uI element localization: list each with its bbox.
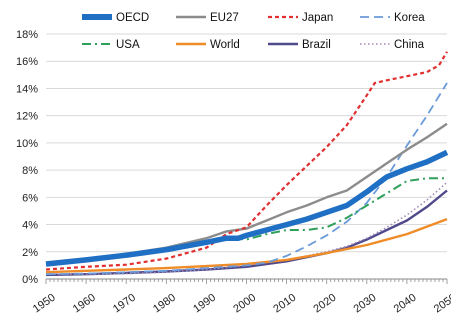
series-line-usa (45, 177, 447, 265)
x-tick-label: 2010 (271, 292, 298, 316)
x-tick-label: 1960 (71, 292, 98, 316)
y-tick-label: 12% (16, 111, 38, 123)
series-line-world (45, 217, 448, 274)
x-tick-label: 1950 (31, 292, 58, 316)
series-line-eu27 (45, 122, 448, 265)
legend-label-china: China (394, 39, 425, 51)
legend-label-korea: Korea (394, 12, 425, 24)
y-tick-label: 14% (16, 83, 38, 95)
x-tick-label: 2020 (312, 292, 339, 316)
series-line-korea (45, 82, 448, 276)
series-line-oecd (45, 149, 449, 267)
x-tick-label: 1990 (191, 292, 218, 316)
y-tick-label: 16% (16, 56, 38, 68)
y-axis-tick-labels: 0% 2% 4% 6% 8% 10% 12% 14% 16% 18% (16, 29, 38, 286)
y-tick-label: 6% (22, 192, 38, 204)
data-series (45, 51, 449, 277)
x-tick-label: 2030 (352, 292, 379, 316)
grid-lines (46, 33, 447, 253)
y-tick-label: 10% (16, 138, 38, 150)
y-tick-label: 4% (22, 220, 38, 232)
x-tick-label: 1980 (151, 292, 178, 316)
y-tick-label: 0% (22, 274, 38, 286)
x-tick-label: 2050 (432, 292, 451, 316)
legend: OECD EU27 Japan Korea USA World Brazil China (82, 12, 425, 51)
y-tick-label: 18% (16, 29, 38, 41)
x-axis-tick-labels: 1950 1960 1970 1980 1990 2000 2010 2020 2030 2040… (31, 292, 451, 316)
legend-label-oecd: OECD (116, 12, 149, 24)
y-tick-label: 8% (22, 165, 38, 177)
legend-label-japan: Japan (302, 12, 333, 24)
y-tick-label: 2% (22, 247, 38, 259)
x-tick-label: 1970 (111, 292, 138, 316)
series-line-japan (45, 51, 448, 271)
legend-label-world: World (210, 39, 240, 51)
legend-label-brazil: Brazil (302, 39, 331, 51)
x-tick-label: 2000 (231, 292, 258, 316)
legend-label-eu27: EU27 (210, 12, 239, 24)
x-tick-label: 2040 (392, 292, 419, 316)
legend-label-usa: USA (116, 39, 140, 51)
x-axis (45, 278, 448, 284)
